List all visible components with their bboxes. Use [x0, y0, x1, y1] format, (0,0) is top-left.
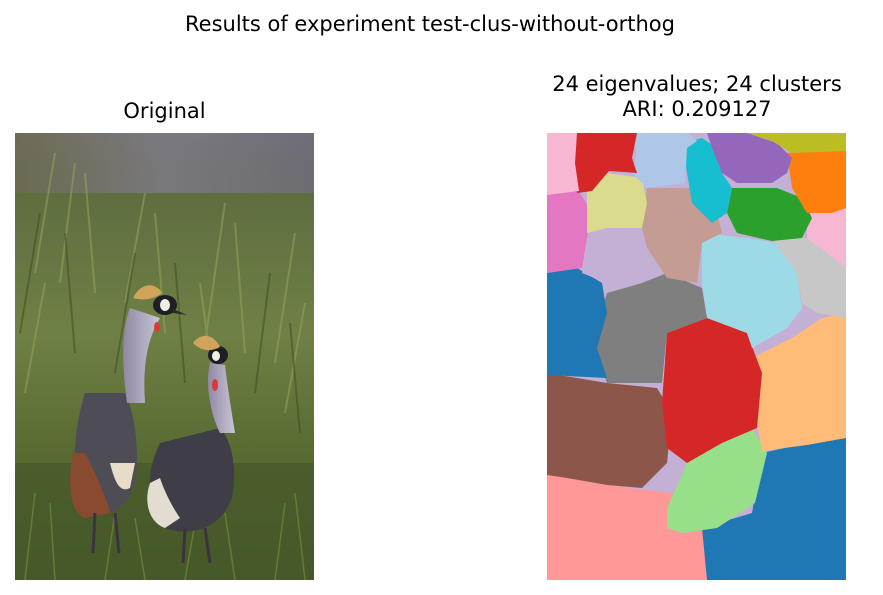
figure-suptitle: Results of experiment test-clus-without-…	[185, 12, 675, 36]
cluster-region	[807, 203, 846, 268]
crane-left	[70, 285, 187, 554]
crane-right	[147, 335, 235, 564]
cluster-map	[547, 133, 846, 580]
cluster-region	[727, 188, 812, 241]
cluster-region	[667, 428, 767, 533]
cluster-region	[682, 138, 732, 223]
cluster-region	[547, 473, 707, 580]
cluster-region	[547, 188, 592, 273]
cluster-region	[582, 228, 647, 283]
cluster-region	[547, 268, 607, 378]
cluster-region	[787, 148, 846, 213]
segmentation-panel-title: 24 eigenvalues; 24 clusters ARI: 0.20912…	[500, 72, 883, 122]
cluster-region	[592, 273, 707, 383]
cluster-region	[752, 313, 846, 451]
cluster-region	[547, 373, 672, 488]
cluster-region	[702, 438, 846, 580]
cluster-region	[772, 238, 846, 318]
original-image	[15, 133, 314, 580]
cluster-region	[572, 133, 637, 193]
segmentation-title-line2: ARI: 0.209127	[622, 97, 772, 121]
original-panel-title: Original	[123, 99, 206, 123]
segmentation-map	[547, 133, 846, 580]
cluster-region	[747, 133, 846, 153]
original-photo	[15, 133, 314, 580]
segmentation-title-line1: 24 eigenvalues; 24 clusters	[552, 72, 842, 96]
cluster-region	[662, 318, 762, 463]
cluster-region	[587, 173, 647, 233]
cluster-region	[632, 133, 697, 188]
cluster-region	[707, 133, 792, 183]
cluster-region	[547, 133, 579, 195]
cluster-region	[702, 233, 802, 348]
